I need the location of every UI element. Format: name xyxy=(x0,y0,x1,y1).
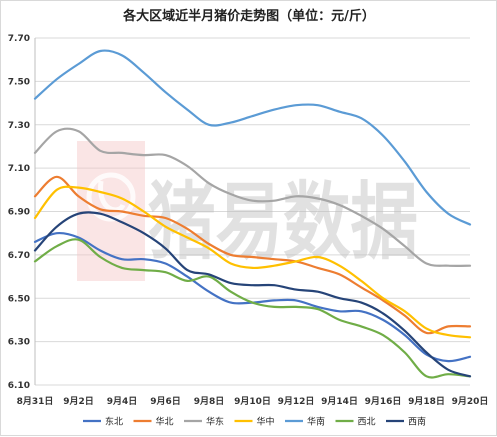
series-line-华南 xyxy=(33,49,472,226)
y-tick-label: 6.90 xyxy=(8,208,30,218)
chart-title: 各大区域近半月猪价走势图（单位：元/斤） xyxy=(122,8,375,24)
x-tick-label: 9月4日 xyxy=(107,396,138,407)
legend: 东北 华北 华东 华中 华南 西北 西南 xyxy=(83,416,426,428)
series-line-西北 xyxy=(33,238,472,379)
x-tick-label: 9月6日 xyxy=(150,396,181,407)
x-tick-label: 9月18日 xyxy=(408,396,445,407)
x-tick-label: 8月31日 xyxy=(17,396,54,407)
series-lines xyxy=(33,49,472,379)
legend-label: 华东 xyxy=(206,416,224,428)
series-line-华北 xyxy=(33,175,472,335)
series-line-华东 xyxy=(33,127,472,267)
watermark-text: 猪易数据 xyxy=(148,173,418,271)
y-tick-label: 7.70 xyxy=(8,34,30,44)
legend-label: 华北 xyxy=(156,416,174,428)
x-tick-label: 9月16日 xyxy=(365,396,402,407)
x-tick-label: 9月10日 xyxy=(234,396,271,407)
y-tick-label: 7.10 xyxy=(8,164,30,174)
legend-label: 华南 xyxy=(307,416,325,428)
y-tick-label: 6.70 xyxy=(8,251,30,261)
x-tick-label: 9月14日 xyxy=(321,396,358,407)
x-tick-label: 9月8日 xyxy=(194,396,225,407)
x-tick-label: 9月20日 xyxy=(452,396,489,407)
watermark-logo-mark xyxy=(98,180,126,213)
x-tick-label: 9月2日 xyxy=(63,396,94,407)
y-axis-ticks: 6.10 6.30 6.50 6.70 6.90 7.10 7.30 7.50 7.70 xyxy=(8,34,30,391)
y-tick-label: 6.50 xyxy=(8,294,30,304)
watermark-logo-ring xyxy=(86,172,136,222)
y-tick-label: 6.30 xyxy=(8,338,30,348)
watermark: 猪易数据 xyxy=(77,141,418,281)
x-axis-ticks: 8月31日 9月2日 9月4日 9月6日 9月8日 9月10日 9月12日 9月14日 9月16… xyxy=(17,396,489,407)
x-tick-label: 9月12日 xyxy=(278,396,315,407)
y-tick-label: 7.50 xyxy=(8,77,30,87)
legend-label: 西南 xyxy=(408,416,426,428)
series-line-西南 xyxy=(33,211,472,378)
y-tick-label: 6.10 xyxy=(8,381,30,391)
legend-label: 华中 xyxy=(257,416,275,428)
legend-label: 西北 xyxy=(358,417,376,428)
legend-label: 东北 xyxy=(105,416,123,428)
series-line-华中 xyxy=(33,185,472,339)
y-tick-label: 7.30 xyxy=(8,121,30,131)
